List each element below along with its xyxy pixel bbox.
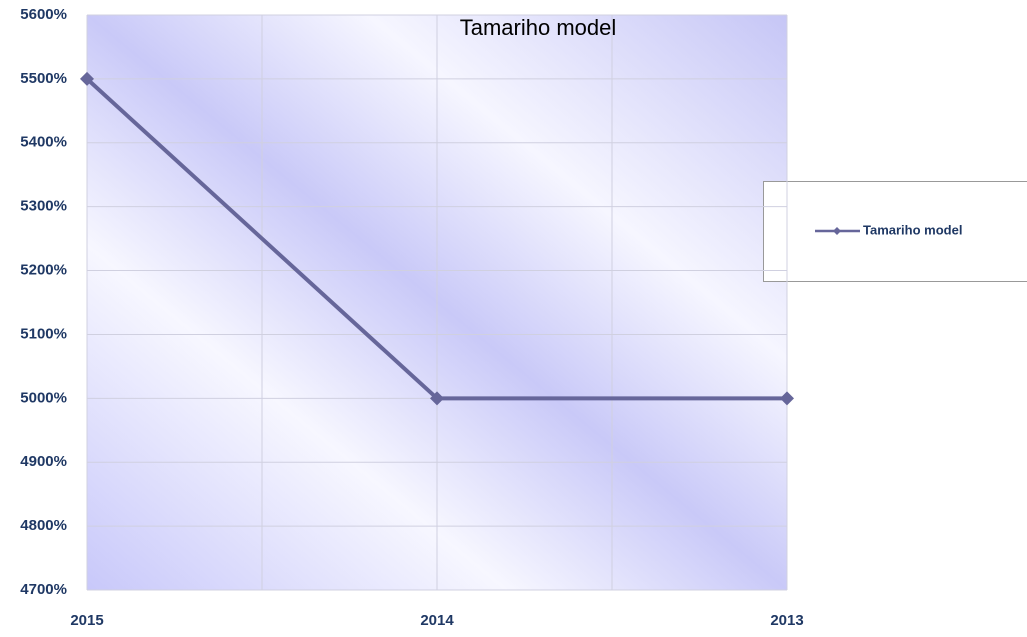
- y-tick-label: 4800%: [20, 517, 67, 534]
- y-tick-label: 5100%: [20, 325, 67, 342]
- y-tick-label: 5300%: [20, 198, 67, 215]
- marker: [430, 391, 444, 406]
- y-tick-label: 4700%: [20, 581, 67, 598]
- y-tick-label: 5200%: [20, 262, 67, 279]
- y-tick-label: 5500%: [20, 70, 67, 87]
- y-tick-label: 4900%: [20, 453, 67, 470]
- chart-title: Tamariho model: [460, 15, 617, 40]
- marker: [80, 71, 94, 86]
- x-tick-label: 2015: [70, 612, 103, 629]
- legend-label: Tamariho model: [863, 222, 962, 237]
- legend-marker: [833, 227, 841, 235]
- x-tick-label: 2013: [770, 612, 803, 629]
- x-tick-label: 2014: [420, 612, 454, 629]
- marker: [780, 391, 794, 406]
- y-tick-label: 5400%: [20, 134, 67, 151]
- legend: [763, 181, 1027, 282]
- y-tick-label: 5000%: [20, 389, 67, 406]
- y-tick-label: 5600%: [20, 6, 67, 23]
